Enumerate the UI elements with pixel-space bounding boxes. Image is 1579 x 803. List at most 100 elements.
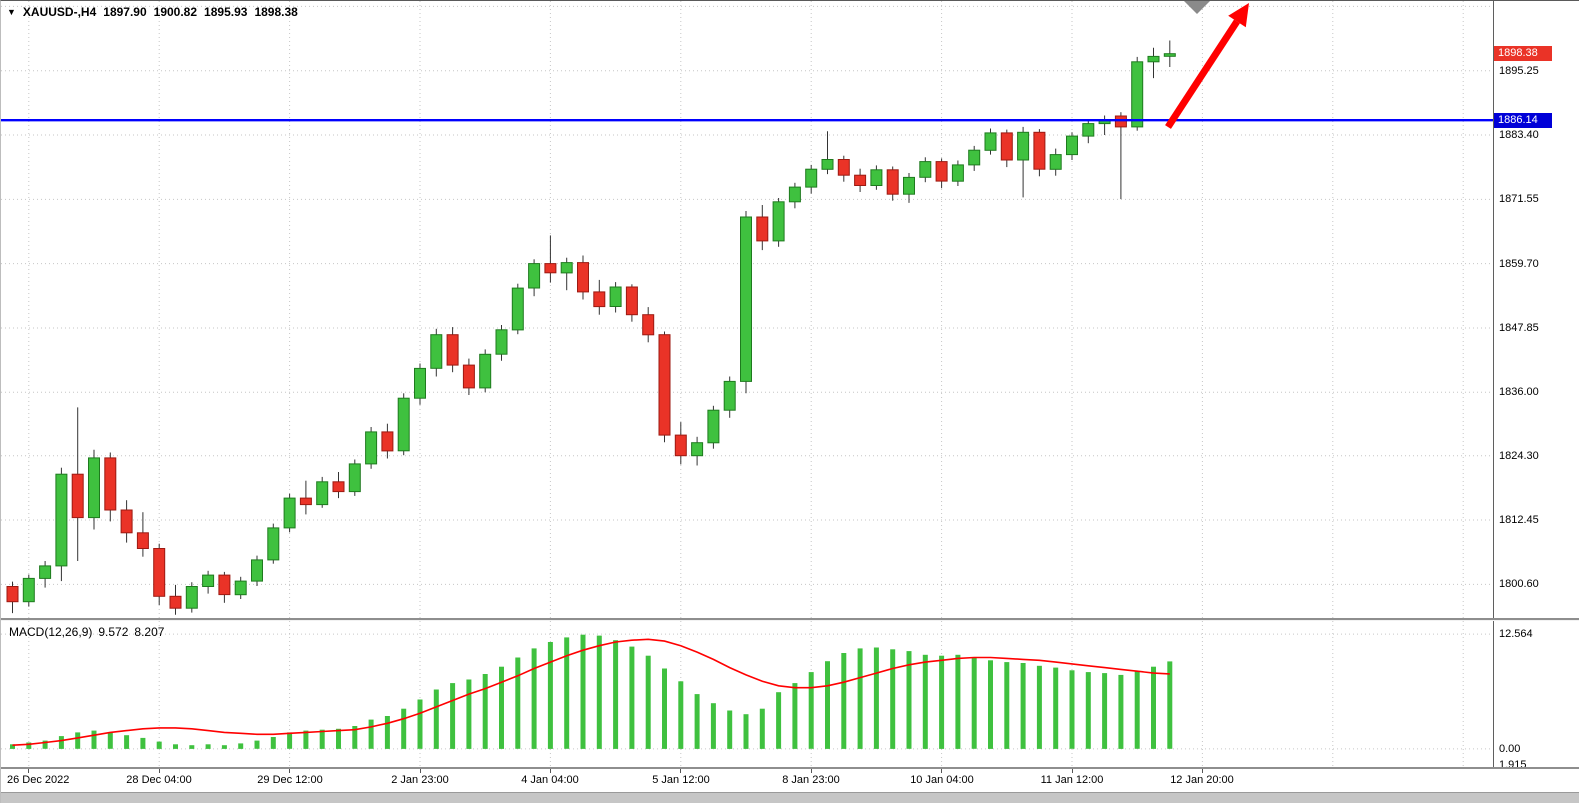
candle-up: [560, 262, 573, 274]
macd-pane-canvas[interactable]: [1, 621, 1493, 767]
macd-histogram-bar: [58, 736, 64, 749]
macd-histogram-bar: [906, 651, 912, 749]
price-chart-canvas[interactable]: [1, 1, 1493, 618]
candle-up: [821, 159, 834, 170]
candle-up: [397, 397, 410, 452]
macd-histogram-bar: [1020, 663, 1026, 749]
macd-histogram-bar: [988, 660, 993, 749]
candle-down: [593, 291, 606, 308]
candle-up: [1147, 55, 1160, 63]
time-scale[interactable]: 26 Dec 2022 28 Dec 04:00 29 Dec 12:00 2 Jan…: [1, 769, 1579, 792]
candle-down: [6, 586, 19, 603]
candle-down: [218, 574, 231, 596]
macd-histogram-bar: [825, 661, 830, 749]
macd-histogram-bar: [678, 681, 684, 749]
candle-up: [479, 353, 492, 389]
candle-down: [71, 473, 84, 519]
macd-histogram-bar: [1151, 666, 1156, 749]
trend-arrow-head[interactable]: [1228, 3, 1249, 28]
candle-up: [316, 481, 329, 506]
time-axis-label: 28 Dec 04:00: [126, 774, 192, 786]
time-axis-label: 26 Dec 2022: [7, 774, 70, 786]
macd-histogram-bar: [629, 646, 635, 749]
time-tick: [550, 769, 551, 773]
candle-down: [625, 286, 638, 316]
candle-up: [968, 149, 981, 166]
macd-histogram-bar: [531, 648, 537, 749]
candle-down: [544, 263, 557, 274]
current-price-badge: 1898.38: [1494, 46, 1552, 61]
macd-histogram-bar: [42, 740, 48, 749]
candle-down: [577, 262, 589, 293]
time-axis-label: 8 Jan 23:00: [782, 774, 840, 786]
candle-down: [446, 334, 459, 366]
macd-histogram-bar: [710, 703, 716, 749]
candle-up: [88, 457, 100, 519]
macd-histogram-bar: [613, 640, 619, 749]
time-tick: [420, 769, 421, 773]
macd-histogram-bar: [841, 653, 847, 749]
macd-histogram-bar: [792, 683, 798, 749]
macd-histogram-bar: [857, 648, 863, 749]
macd-histogram-bar: [499, 666, 504, 749]
price-axis-label: 1859.70: [1499, 258, 1539, 270]
candle-up: [511, 287, 524, 331]
macd-scale-zero-label: 0.00: [1499, 743, 1521, 755]
candle-up: [365, 431, 378, 465]
trend-arrow[interactable]: [1165, 19, 1240, 129]
candle-up: [609, 286, 622, 307]
gray-triangle-marker: [1184, 1, 1210, 14]
candle-up: [202, 574, 215, 587]
time-axis-label: 10 Jan 04:00: [910, 774, 974, 786]
macd-histogram-bar: [107, 732, 113, 749]
candle-up: [772, 201, 785, 242]
time-tick: [680, 769, 681, 773]
macd-histogram-bar: [564, 637, 570, 749]
candle-down: [462, 364, 475, 389]
macd-histogram-bar: [580, 634, 586, 749]
candle-up: [984, 132, 997, 151]
candle-down: [886, 169, 899, 195]
candle-up: [1163, 53, 1176, 57]
price-axis-label: 1871.55: [1499, 193, 1539, 205]
candle-up: [723, 380, 736, 411]
time-tick: [159, 769, 160, 773]
candle-down: [1000, 132, 1013, 161]
candle-down: [153, 548, 166, 597]
macd-histogram-bar: [694, 694, 700, 749]
time-tick: [811, 769, 812, 773]
macd-histogram-bar: [1118, 674, 1124, 749]
candle-up: [691, 442, 704, 457]
candle-up: [919, 161, 932, 178]
price-axis-label: 1824.30: [1499, 450, 1539, 462]
macd-histogram-bar: [1085, 672, 1091, 749]
candle-up: [1082, 123, 1095, 137]
macd-histogram-bar: [433, 689, 439, 749]
macd-histogram-bar: [873, 647, 879, 749]
time-axis-label: 12 Jan 20:00: [1170, 774, 1234, 786]
candle-down: [1033, 131, 1046, 170]
candle-down: [837, 159, 850, 176]
hline-price-badge[interactable]: 1886.14: [1494, 113, 1552, 128]
price-scale[interactable]: 1898.38 1886.14 12.564 0.00 1.915 1895.2…: [1493, 1, 1579, 771]
candle-down: [381, 431, 394, 452]
ohlc-low-value: 1895.93: [204, 5, 248, 19]
time-tick: [28, 769, 29, 773]
macd-scale-max-label: 12.564: [1499, 628, 1533, 640]
macd-histogram-bar: [1004, 662, 1010, 749]
macd-histogram-bar: [254, 740, 260, 749]
candle-down: [935, 161, 948, 182]
candle-down: [756, 216, 769, 242]
price-axis-label: 1895.25: [1499, 65, 1539, 77]
ohlc-close-value: 1898.38: [254, 5, 298, 19]
pane-divider[interactable]: [1, 618, 1579, 621]
candle-up: [1049, 154, 1062, 170]
macd-histogram-bar: [955, 654, 961, 749]
price-axis-label: 1836.00: [1499, 386, 1539, 398]
time-axis-label: 11 Jan 12:00: [1040, 774, 1104, 786]
candle-up: [185, 586, 198, 609]
candle-down: [299, 497, 312, 506]
candle-up: [348, 463, 361, 493]
chart-menu-triangle-icon[interactable]: ▼: [7, 7, 16, 17]
